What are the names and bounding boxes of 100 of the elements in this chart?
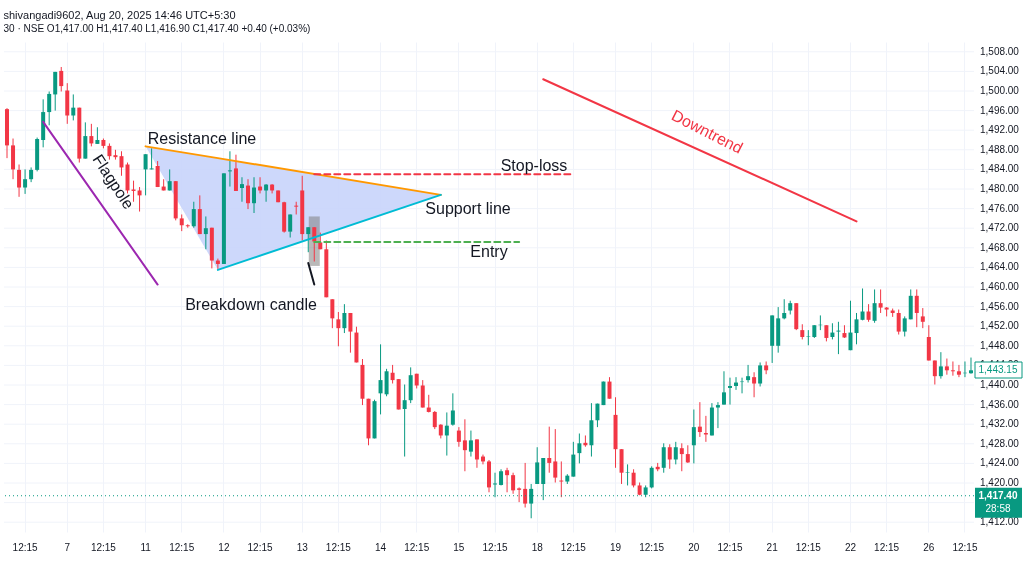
chart-subtitle: 30 · NSE O1,417.00 H1,417.40 L1,416.90 C1,417.40 +0.40 (+0.03%) bbox=[3, 23, 311, 34]
x-tick-label: 12:15 bbox=[952, 541, 978, 553]
y-tick-label: 1,424.00 bbox=[980, 457, 1020, 469]
y-tick-label: 1,480.00 bbox=[980, 183, 1020, 194]
candlestick bbox=[896, 309, 901, 336]
candlestick bbox=[908, 288, 913, 320]
candlestick bbox=[535, 446, 540, 485]
candlestick bbox=[727, 377, 732, 406]
candlestick bbox=[456, 426, 461, 448]
x-tick-label: 20 bbox=[688, 541, 700, 553]
candlestick bbox=[607, 376, 612, 400]
annotation: Entry bbox=[470, 243, 508, 260]
y-tick-label: 1,488.00 bbox=[980, 143, 1020, 155]
y-tick-label: 1,428.00 bbox=[980, 437, 1020, 449]
candlestick bbox=[715, 401, 720, 429]
candlestick bbox=[872, 288, 877, 324]
y-tick-label: 1,500.00 bbox=[980, 85, 1020, 96]
candlestick bbox=[450, 392, 455, 427]
candlestick bbox=[782, 298, 787, 320]
candlestick bbox=[227, 150, 232, 188]
x-tick-label: 19 bbox=[609, 541, 622, 553]
candlestick bbox=[432, 410, 437, 430]
candlestick bbox=[348, 312, 353, 354]
ref-line-label: 1,417.40 bbox=[978, 489, 1018, 501]
candlestick bbox=[679, 442, 684, 472]
y-tick-label: 1,504.00 bbox=[980, 65, 1020, 77]
candlestick bbox=[306, 226, 311, 253]
annotation: Support line bbox=[425, 200, 511, 217]
y-tick-label: 1,420.00 bbox=[980, 477, 1020, 488]
candlestick bbox=[758, 361, 763, 387]
candlestick bbox=[764, 360, 769, 375]
candlestick bbox=[336, 311, 341, 347]
candlestick bbox=[625, 463, 630, 486]
annotation: Stop-loss bbox=[500, 157, 568, 174]
y-tick-label: 1,440.00 bbox=[980, 379, 1020, 390]
candlestick bbox=[59, 66, 64, 92]
x-tick-label: 12 bbox=[218, 541, 230, 553]
x-tick-label: 12:15 bbox=[795, 541, 822, 553]
candlestick bbox=[860, 287, 865, 321]
candlestick bbox=[384, 368, 389, 397]
candlestick bbox=[239, 176, 244, 203]
y-tick-label: 1,468.00 bbox=[980, 241, 1020, 253]
candlestick bbox=[47, 90, 52, 126]
candlestick bbox=[246, 178, 251, 210]
y-tick-label: 1,432.00 bbox=[980, 418, 1020, 430]
text: 28:58 bbox=[985, 503, 1011, 514]
y-tick-label: 1,452.00 bbox=[980, 320, 1020, 332]
x-tick-label: 26 bbox=[923, 541, 935, 553]
y-tick-label: 1,464.00 bbox=[980, 261, 1020, 273]
x-tick-label: 12:15 bbox=[169, 541, 195, 553]
x-tick-label: 12:15 bbox=[639, 541, 665, 553]
candlestick bbox=[517, 486, 522, 503]
candlestick bbox=[330, 298, 335, 329]
candlestick bbox=[854, 312, 859, 345]
x-tick-label: 12:15 bbox=[12, 541, 39, 553]
candlestick bbox=[553, 428, 558, 484]
candlestick bbox=[342, 303, 347, 334]
candlestick bbox=[956, 364, 961, 378]
candlestick bbox=[53, 71, 58, 112]
candlestick bbox=[149, 147, 154, 170]
x-tick-label: 12:15 bbox=[404, 541, 430, 553]
x-tick-label: 22 bbox=[844, 541, 857, 553]
annotation: Breakdown candle bbox=[185, 296, 317, 313]
candlestick bbox=[559, 460, 564, 498]
candlestick bbox=[691, 409, 696, 464]
y-tick-label: 1,496.00 bbox=[980, 104, 1020, 116]
candlestick bbox=[697, 401, 702, 438]
candlestick bbox=[474, 438, 479, 469]
x-tick-label: 12:15 bbox=[717, 541, 743, 553]
candlestick bbox=[420, 379, 425, 409]
candlestick bbox=[914, 288, 919, 328]
x-tick-label: 15 bbox=[453, 541, 465, 553]
chart-title: shivangadi9602, Aug 20, 2025 14:46 UTC+5:30 bbox=[3, 9, 236, 21]
candlestick bbox=[938, 351, 943, 380]
y-tick-label: 1,492.00 bbox=[980, 124, 1020, 136]
x-tick-label: 14 bbox=[374, 541, 387, 553]
y-tick-label: 1,472.00 bbox=[980, 222, 1020, 234]
x-tick-label: 11 bbox=[140, 541, 152, 553]
candlestick bbox=[462, 418, 467, 472]
candlestick bbox=[191, 201, 196, 229]
candlestick bbox=[511, 472, 516, 495]
candlestick bbox=[402, 384, 407, 458]
candlestick bbox=[505, 467, 510, 493]
y-tick-label: 1,436.00 bbox=[980, 398, 1020, 410]
x-tick-label: 12:15 bbox=[247, 541, 273, 553]
candlestick bbox=[649, 465, 654, 489]
candlestick bbox=[444, 411, 449, 457]
candlestick bbox=[631, 468, 636, 488]
candlestick bbox=[17, 164, 22, 198]
candlestick bbox=[950, 360, 955, 377]
candlestick bbox=[143, 153, 148, 196]
candlestick bbox=[233, 154, 238, 192]
candlestick bbox=[131, 180, 136, 203]
candlestick bbox=[547, 426, 552, 474]
y-tick-label: 1,412.00 bbox=[980, 516, 1020, 528]
x-tick-label: 13 bbox=[296, 541, 309, 553]
candlestick bbox=[878, 288, 883, 314]
candlestick bbox=[944, 358, 949, 376]
y-tick-label: 1,460.00 bbox=[980, 281, 1020, 292]
candlestick bbox=[673, 441, 678, 465]
